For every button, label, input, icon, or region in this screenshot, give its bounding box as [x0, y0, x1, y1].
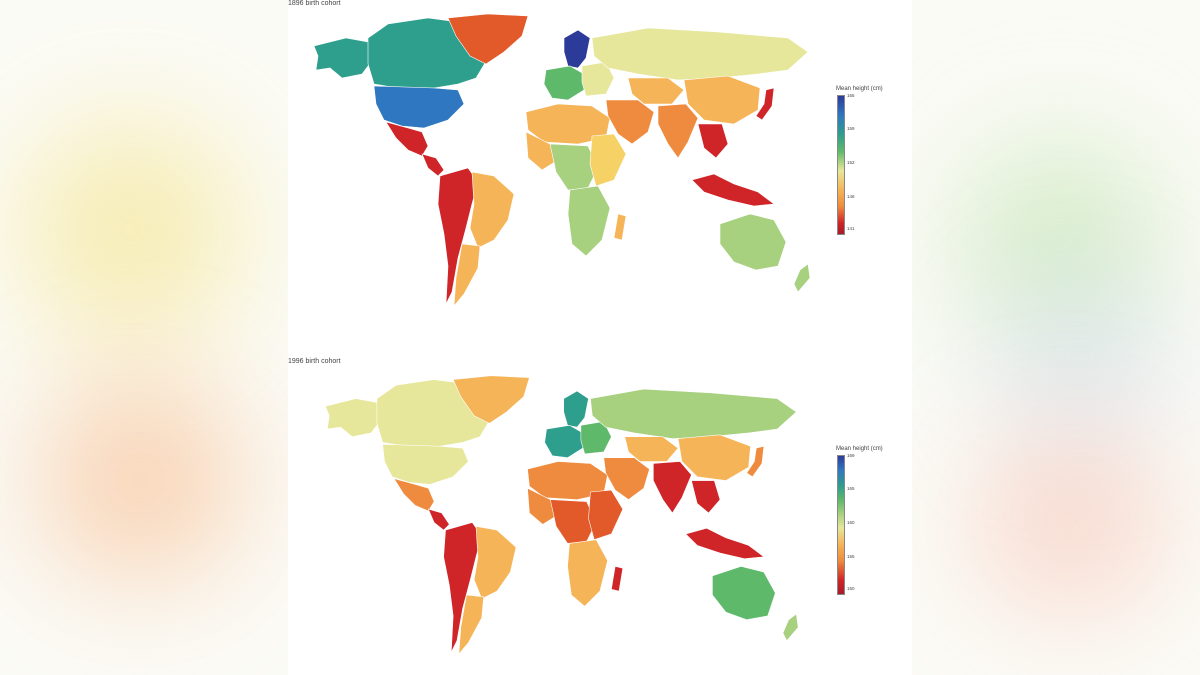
- legend-tick: 155: [847, 554, 855, 559]
- legend-tick: 152: [847, 160, 855, 165]
- region-japan: [746, 445, 765, 478]
- region-east-africa: [588, 489, 624, 541]
- region-indonesia: [685, 527, 765, 560]
- region-new-zealand: [782, 613, 799, 642]
- legend-tick: 160: [847, 520, 855, 525]
- region-east-africa: [589, 133, 627, 187]
- panel-title: 1996 birth cohort: [288, 358, 341, 365]
- legend-tick: 165: [847, 486, 855, 491]
- region-india: [653, 461, 692, 514]
- legend-title: Mean height (cm): [836, 86, 883, 92]
- panel-1896: 1896 birth cohort: [288, 0, 912, 340]
- legend-tick: 146: [847, 194, 855, 199]
- region-madagascar: [613, 213, 627, 241]
- region-central-asia: [624, 436, 679, 462]
- region-central-america: [427, 508, 450, 531]
- region-south-africa: [567, 539, 608, 607]
- region-southeast-asia: [697, 123, 729, 159]
- region-usa: [373, 85, 465, 129]
- region-scandinavia: [563, 390, 589, 428]
- region-usa: [382, 444, 469, 485]
- region-new-zealand: [793, 263, 811, 293]
- region-west-africa: [525, 131, 559, 171]
- region-russia: [591, 27, 809, 81]
- region-middle-east: [605, 99, 655, 145]
- blur-blob: [40, 380, 240, 580]
- region-greenland: [452, 375, 530, 424]
- region-west-europe: [544, 424, 584, 458]
- region-brazil: [473, 525, 517, 600]
- region-india: [657, 103, 699, 159]
- region-china: [683, 75, 761, 125]
- region-west-europe: [543, 65, 585, 101]
- region-mexico: [385, 121, 429, 157]
- legend-color-bar: [837, 455, 845, 595]
- region-indonesia: [691, 173, 775, 207]
- world-map: [313, 13, 811, 307]
- world-map: [325, 375, 799, 655]
- region-scandinavia: [563, 29, 591, 69]
- region-alaska: [325, 398, 383, 438]
- panel-1996: 1996 birth cohort: [288, 358, 912, 675]
- blur-blob: [20, 120, 240, 340]
- region-west-africa: [527, 487, 559, 525]
- blur-blob: [1000, 280, 1160, 440]
- region-australia: [712, 566, 776, 621]
- region-china: [677, 434, 751, 481]
- region-mexico: [393, 478, 435, 512]
- region-southeast-asia: [691, 480, 721, 514]
- region-central-asia: [627, 77, 685, 105]
- panel-title: 1896 birth cohort: [288, 0, 341, 7]
- legend-tick: 169: [847, 453, 855, 458]
- legend-tick: 141: [847, 226, 855, 231]
- region-greenland: [447, 13, 529, 65]
- figure: 1896 birth cohort: [288, 0, 912, 675]
- region-russia: [590, 388, 797, 439]
- region-australia: [719, 213, 787, 271]
- region-central-america: [421, 153, 445, 177]
- region-brazil: [469, 171, 515, 249]
- blur-blob: [980, 430, 1160, 610]
- legend-tick: 159: [847, 126, 855, 131]
- legend-tick: 165: [847, 93, 855, 98]
- legend-title: Mean height (cm): [836, 446, 883, 452]
- region-south-africa: [567, 185, 611, 257]
- legend-color-bar: [837, 95, 845, 235]
- region-southern-cone: [458, 594, 484, 655]
- legend-tick: 150: [847, 586, 855, 591]
- region-middle-east: [603, 457, 650, 500]
- region-alaska: [313, 37, 375, 79]
- region-japan: [755, 87, 775, 121]
- region-southern-cone: [453, 243, 481, 307]
- region-madagascar: [611, 565, 624, 592]
